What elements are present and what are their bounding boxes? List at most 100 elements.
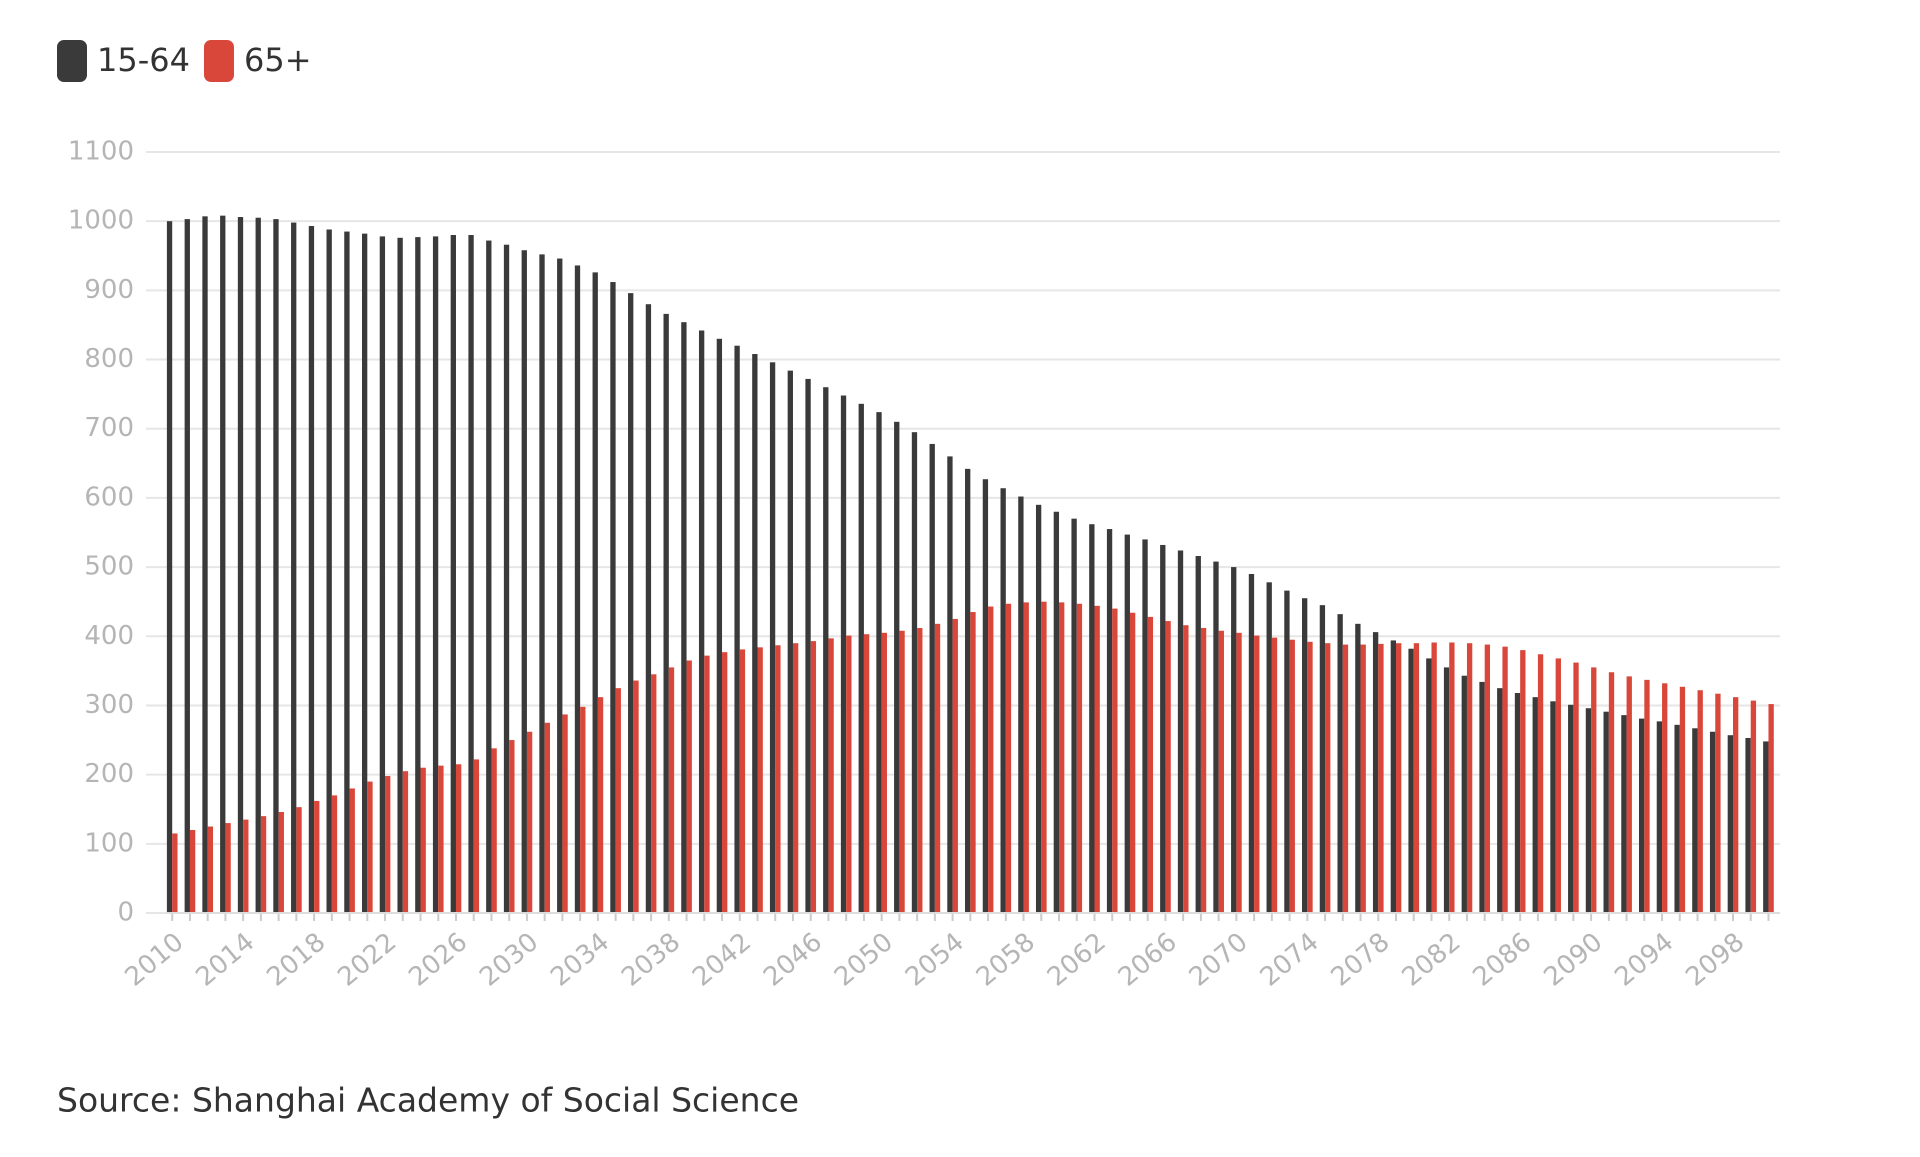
bar — [1124, 534, 1130, 913]
bar — [473, 759, 480, 913]
bar — [486, 240, 492, 913]
y-tick-label: 900 — [84, 275, 134, 305]
bar — [509, 740, 515, 913]
bar — [361, 233, 368, 914]
bar — [1431, 642, 1437, 913]
bar — [1160, 544, 1166, 913]
bar — [823, 387, 829, 914]
bar — [1266, 582, 1272, 913]
bar — [1608, 672, 1615, 913]
bar — [1479, 681, 1485, 913]
y-tick-label: 400 — [84, 621, 134, 651]
bar — [1165, 621, 1171, 913]
bar — [1426, 658, 1432, 913]
bar — [1502, 646, 1508, 913]
bar — [929, 443, 935, 913]
bar — [379, 236, 386, 913]
bar — [1591, 667, 1597, 913]
x-tick-label: 2046 — [758, 927, 828, 993]
bar — [1360, 644, 1366, 913]
x-tick-label: 2078 — [1326, 927, 1396, 993]
bar — [769, 362, 776, 913]
bar — [184, 219, 190, 913]
bar — [1142, 539, 1148, 913]
bar — [597, 697, 604, 913]
bar — [752, 354, 758, 914]
x-tick-label: 2026 — [403, 927, 473, 993]
x-tick-label: 2014 — [190, 927, 260, 993]
bar — [207, 826, 214, 913]
bar — [1023, 602, 1029, 913]
bar — [668, 667, 675, 913]
bar — [220, 215, 226, 913]
bar — [1537, 654, 1544, 913]
bar — [1679, 686, 1686, 913]
bar — [651, 674, 657, 913]
x-tick-label: 2010 — [120, 927, 190, 993]
bar — [722, 652, 728, 913]
bar — [633, 680, 639, 913]
bar — [1289, 639, 1295, 913]
bar — [544, 722, 550, 913]
bar — [805, 378, 811, 913]
bar — [1568, 704, 1574, 913]
bar — [1484, 644, 1491, 913]
x-tick-label: 2042 — [687, 927, 757, 993]
source-note: Source: Shanghai Academy of Social Scien… — [57, 1081, 799, 1120]
bar — [1585, 708, 1592, 913]
y-tick-label: 1100 — [68, 137, 134, 167]
bar — [273, 219, 279, 913]
bar — [716, 338, 723, 914]
bar — [934, 623, 941, 913]
bar — [1319, 605, 1326, 913]
y-tick-label: 500 — [84, 552, 134, 582]
bar — [349, 788, 355, 913]
bar — [1041, 601, 1047, 913]
y-tick-label: 300 — [84, 690, 134, 720]
y-tick-label: 0 — [117, 898, 134, 928]
x-tick-label: 2022 — [332, 927, 402, 993]
x-tick-label: 2066 — [1113, 927, 1183, 993]
bar — [1059, 602, 1065, 913]
bar — [539, 254, 545, 913]
bar — [243, 819, 249, 913]
bar — [1035, 504, 1042, 913]
bar — [278, 811, 284, 913]
bar — [432, 236, 439, 913]
bar — [1674, 724, 1680, 913]
y-tick-label: 800 — [84, 344, 134, 374]
bar — [1053, 511, 1060, 913]
bar — [1177, 550, 1184, 913]
bar — [1094, 605, 1100, 913]
bar — [947, 456, 953, 913]
bar — [166, 221, 173, 913]
x-tick-label: 2034 — [545, 927, 615, 993]
bar — [521, 250, 527, 914]
bar — [1071, 518, 1077, 913]
bar — [858, 403, 864, 913]
bar — [739, 649, 746, 913]
legend-label: 15-64 — [97, 41, 190, 79]
x-tick-label: 2030 — [474, 927, 544, 993]
bar — [237, 217, 244, 914]
bar — [172, 833, 178, 913]
bar — [792, 643, 799, 913]
bar — [982, 479, 989, 913]
bar — [1514, 693, 1521, 913]
bar — [1106, 529, 1113, 913]
bar — [308, 226, 315, 914]
bar — [326, 229, 332, 913]
x-tick-label: 2038 — [616, 927, 686, 993]
bar — [1129, 612, 1136, 913]
bar — [1715, 693, 1721, 913]
bar — [645, 304, 652, 913]
bar — [1218, 630, 1224, 913]
bar — [331, 795, 338, 913]
bar — [468, 235, 474, 913]
bar — [757, 647, 763, 913]
y-tick-label: 200 — [84, 759, 134, 789]
bar — [1076, 603, 1083, 913]
bar — [1089, 524, 1095, 913]
bar — [1603, 711, 1609, 913]
bar — [402, 771, 409, 913]
